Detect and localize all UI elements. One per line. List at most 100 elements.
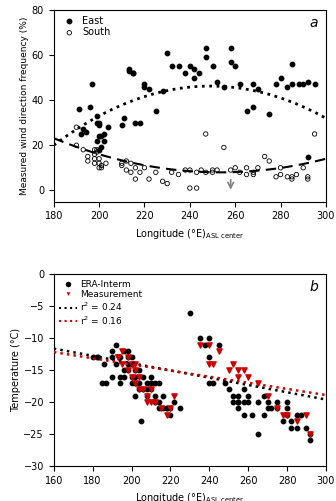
Y-axis label: Measured wind direction frequency (%): Measured wind direction frequency (%) <box>20 17 29 195</box>
Point <box>137 379 142 387</box>
Point <box>133 366 138 374</box>
Point <box>242 366 247 374</box>
South <box>146 175 152 183</box>
Point <box>197 334 202 342</box>
South <box>278 164 283 172</box>
South <box>92 155 97 163</box>
East <box>285 83 290 91</box>
Point <box>113 360 119 368</box>
East <box>300 80 306 88</box>
Point <box>137 385 142 393</box>
South <box>85 157 90 165</box>
Point <box>226 385 232 393</box>
East <box>251 80 256 88</box>
Point <box>284 411 290 419</box>
East <box>251 103 256 111</box>
Point <box>236 392 241 400</box>
South <box>255 164 261 172</box>
South <box>99 161 104 169</box>
East <box>312 80 317 88</box>
Point <box>144 398 150 406</box>
South <box>96 155 102 163</box>
Point <box>156 404 161 412</box>
East <box>266 110 272 118</box>
Point <box>216 341 222 349</box>
East <box>90 80 95 88</box>
South <box>289 173 295 181</box>
East <box>96 132 102 140</box>
East <box>94 112 99 120</box>
East <box>192 74 197 82</box>
East <box>169 62 174 70</box>
South <box>92 150 97 158</box>
South <box>165 179 170 187</box>
Point <box>129 379 134 387</box>
East <box>237 80 242 88</box>
South <box>199 166 204 174</box>
Point <box>226 366 232 374</box>
Point <box>298 411 303 419</box>
South <box>96 164 102 172</box>
East <box>99 143 104 151</box>
South <box>251 168 256 176</box>
East <box>76 105 81 113</box>
Point <box>90 353 95 361</box>
South <box>210 166 215 174</box>
X-axis label: Longitude ($\degree$E)$_{\rm ASL\ center}$: Longitude ($\degree$E)$_{\rm ASL\ center… <box>135 491 245 501</box>
Point <box>133 360 138 368</box>
Point <box>152 392 158 400</box>
Point <box>110 373 115 381</box>
Point <box>261 411 266 419</box>
Point <box>308 436 313 444</box>
East <box>221 83 226 91</box>
Point <box>110 353 115 361</box>
South <box>99 164 104 172</box>
East <box>137 119 143 127</box>
South <box>214 166 220 174</box>
Point <box>304 411 309 419</box>
Point <box>230 360 235 368</box>
Point <box>265 398 270 406</box>
Point <box>255 379 261 387</box>
South <box>176 170 181 178</box>
South <box>251 170 256 178</box>
South <box>285 173 290 181</box>
Point <box>275 404 280 412</box>
Point <box>284 411 290 419</box>
Point <box>216 347 222 355</box>
Point <box>125 366 130 374</box>
South <box>305 175 310 183</box>
East <box>121 114 127 122</box>
Point <box>210 360 216 368</box>
Point <box>129 373 134 381</box>
East <box>203 44 208 52</box>
East <box>126 65 131 73</box>
Point <box>308 430 313 438</box>
South <box>92 159 97 167</box>
South <box>124 166 129 174</box>
South <box>133 164 138 172</box>
South <box>237 168 242 176</box>
Point <box>230 398 235 406</box>
Y-axis label: Temperature (°C): Temperature (°C) <box>11 328 20 412</box>
East <box>78 130 84 138</box>
Point <box>281 417 286 425</box>
East <box>130 69 136 77</box>
South <box>194 168 199 176</box>
South <box>96 159 102 167</box>
Point <box>129 353 134 361</box>
Point <box>246 398 251 406</box>
Point <box>284 398 290 406</box>
East <box>296 80 301 88</box>
Point <box>207 353 212 361</box>
Point <box>148 379 154 387</box>
Point <box>94 353 99 361</box>
Point <box>133 392 138 400</box>
South <box>203 130 208 138</box>
Point <box>168 411 173 419</box>
South <box>187 166 193 174</box>
Point <box>230 392 235 400</box>
Point <box>269 404 274 412</box>
Point <box>168 404 173 412</box>
Point <box>140 385 146 393</box>
